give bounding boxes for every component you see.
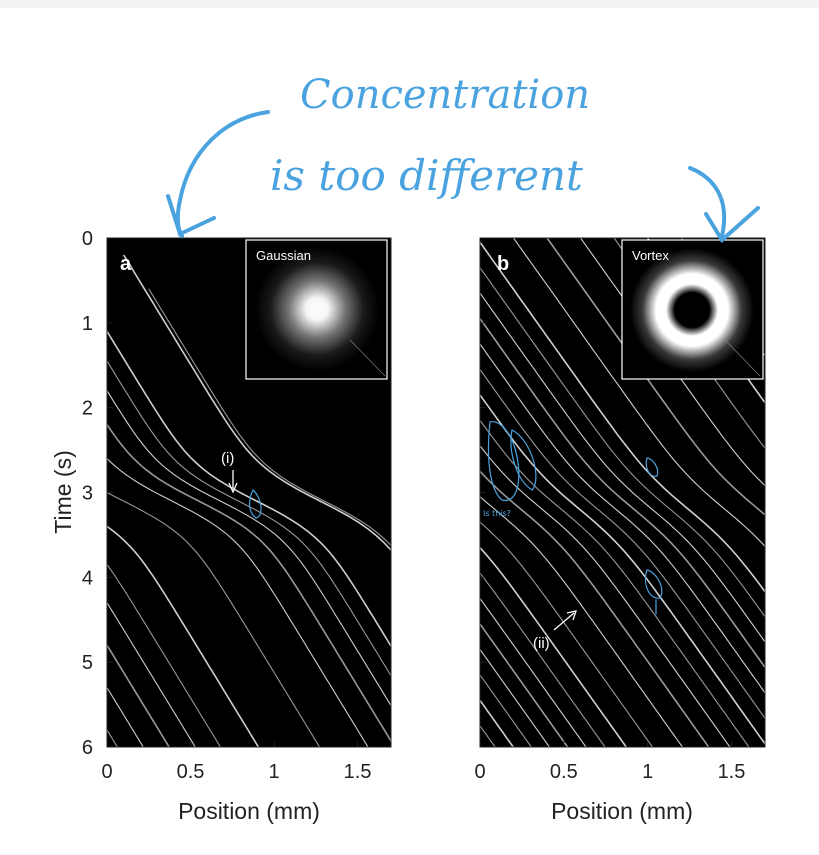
annotation-ii-arrow <box>553 612 575 631</box>
scribble-b-left2 <box>510 429 537 491</box>
y-tick-label: 3 <box>82 483 93 505</box>
trace-line <box>480 267 765 618</box>
vortex-beam-profile <box>630 248 754 372</box>
top-bar <box>0 0 819 8</box>
trace-line <box>107 525 260 747</box>
trace-line <box>107 564 222 747</box>
scribble-b-mid <box>645 457 659 477</box>
y-tick-label: 5 <box>82 652 93 674</box>
trace-line <box>107 602 196 747</box>
trace-line <box>480 369 765 720</box>
scribble-b-low <box>644 569 663 615</box>
x-tick-label: 0 <box>101 761 112 783</box>
x-tick-label: 1.5 <box>718 761 746 783</box>
handwritten-overlay: Concentration is too different Is this? <box>166 72 760 615</box>
trace-line <box>123 254 391 552</box>
trace-line <box>107 424 391 743</box>
scribble-a <box>249 489 262 519</box>
trace-line <box>480 420 750 747</box>
panel-b-inset: Vortex <box>621 239 764 380</box>
trace-line <box>480 470 710 747</box>
trace-line <box>480 318 765 669</box>
trace-line <box>107 729 119 747</box>
handwritten-line1: Concentration <box>300 72 590 118</box>
trace-line <box>480 292 765 643</box>
panel-a-xlabel: Position (mm) <box>178 798 320 824</box>
x-tick-label: 0 <box>474 761 485 783</box>
trace-line <box>148 288 391 547</box>
trace-line <box>107 330 391 648</box>
panel-a-inset-title: Gaussian <box>256 248 311 263</box>
trace-line <box>480 241 765 594</box>
panel-b-inset-title: Vortex <box>632 248 669 263</box>
trace-line <box>107 492 321 747</box>
trace-line <box>513 238 765 548</box>
handwritten-right-arrow <box>688 166 727 238</box>
scribble-b-left <box>487 421 520 501</box>
trace-line <box>480 394 765 746</box>
trace-line <box>480 547 628 747</box>
annotation-ii: (ii) <box>533 635 550 652</box>
trace-line <box>480 343 765 694</box>
y-tick-label: 0 <box>82 228 93 250</box>
panel-b-label: b <box>497 253 509 275</box>
scribble-note: Is this? <box>483 509 511 518</box>
trace-line <box>480 598 587 747</box>
trace-line <box>480 496 684 747</box>
panel-b: b Vortex (ii) 0 0.5 1 1.5 Position (mm) <box>474 237 766 824</box>
trace-line <box>480 445 731 747</box>
trace-line <box>107 360 391 677</box>
panel-a-annotation: (i) <box>221 450 238 494</box>
handwritten-line2: is too different <box>270 151 583 200</box>
panel-a-traces <box>107 254 391 747</box>
gaussian-beam-profile <box>255 247 379 371</box>
panel-a-label: a <box>120 253 132 275</box>
y-tick-label: 4 <box>82 567 93 589</box>
panel-a: a Gaussian (i) 0 0.5 1 1.5 0 1 2 3 4 5 6 Position … <box>50 228 392 824</box>
panel-a-axes: 0 0.5 1 1.5 0 1 2 3 4 5 6 <box>82 228 392 783</box>
trace-line <box>480 674 532 747</box>
panel-a-ylabel: Time (s) <box>50 450 76 533</box>
trace-line <box>546 238 765 516</box>
panel-a-inset: Gaussian <box>245 239 388 380</box>
x-tick-label: 1 <box>268 761 279 783</box>
trace-line <box>107 687 144 747</box>
panel-b-xlabel: Position (mm) <box>551 798 693 824</box>
trace-line <box>107 644 171 747</box>
trace-line <box>480 725 496 747</box>
x-tick-label: 1 <box>642 761 653 783</box>
trace-line <box>480 699 515 747</box>
panel-b-annotation: (ii) <box>533 610 577 652</box>
trace-line <box>107 390 391 707</box>
trace-line <box>480 572 606 747</box>
x-tick-label: 0.5 <box>177 761 205 783</box>
panel-b-axes: 0 0.5 1 1.5 <box>474 237 766 783</box>
trace-line <box>107 458 369 747</box>
trace-line <box>480 623 569 747</box>
annotation-i: (i) <box>221 450 234 467</box>
x-tick-label: 0.5 <box>550 761 578 783</box>
trace-line <box>480 649 551 747</box>
handwritten-left-arrow <box>175 110 270 238</box>
trace-line <box>480 521 654 747</box>
x-tick-label: 1.5 <box>344 761 372 783</box>
y-tick-label: 1 <box>82 313 93 335</box>
y-tick-label: 2 <box>82 398 93 420</box>
y-tick-label: 6 <box>82 737 93 759</box>
